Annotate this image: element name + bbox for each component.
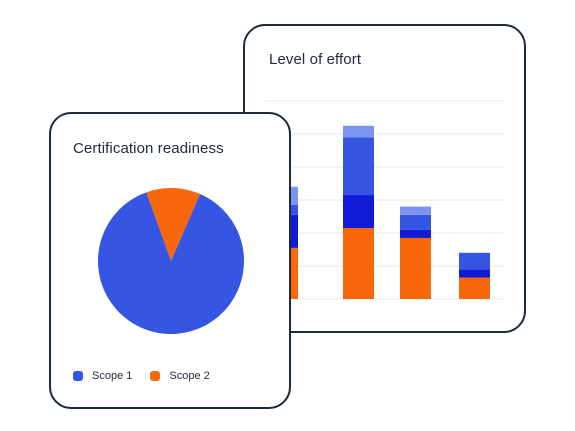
legend-label-scope-2: Scope 2 [169, 370, 210, 382]
bar-3-segment-4 [400, 206, 431, 215]
legend-swatch-scope-1 [73, 371, 83, 381]
bar-4-segment-1 [459, 277, 490, 299]
pie-marks [98, 188, 244, 334]
bar-3-segment-2 [400, 229, 431, 238]
pie-slice-scope-1 [98, 192, 244, 334]
pie-slice-scope-2 [146, 188, 200, 261]
legend-item-scope-1: Scope 1 [73, 370, 132, 382]
pie-legend: Scope 1 Scope 2 [73, 370, 228, 382]
legend-swatch-scope-2 [150, 371, 161, 381]
bar-2-segment-1 [343, 228, 374, 299]
bar-3-segment-1 [400, 237, 431, 299]
bar-4-segment-2 [459, 269, 490, 278]
legend-item-scope-2: Scope 2 [150, 370, 210, 382]
bar-2-segment-3 [343, 137, 374, 196]
certification-readiness-card: Certification readiness Scope 1 Scope 2 [49, 112, 291, 409]
bar-2-segment-4 [343, 125, 374, 138]
bar-3-segment-3 [400, 214, 431, 230]
certification-readiness-pie [98, 188, 244, 334]
bar-4-segment-3 [459, 252, 490, 270]
level-of-effort-title: Level of effort [269, 51, 362, 68]
bar-2-segment-2 [343, 195, 374, 229]
certification-readiness-title: Certification readiness [73, 140, 224, 157]
legend-label-scope-1: Scope 1 [92, 370, 133, 382]
bar-marks [267, 125, 490, 299]
